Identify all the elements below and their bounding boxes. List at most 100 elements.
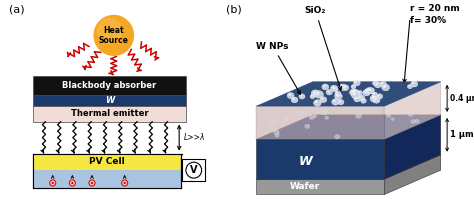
- Circle shape: [380, 81, 386, 87]
- Circle shape: [311, 90, 319, 97]
- Circle shape: [340, 85, 343, 88]
- Circle shape: [291, 97, 298, 103]
- Circle shape: [316, 92, 319, 95]
- Bar: [33, 154, 182, 170]
- Circle shape: [339, 84, 346, 90]
- Circle shape: [292, 98, 295, 100]
- Circle shape: [356, 90, 363, 95]
- Circle shape: [414, 95, 419, 99]
- Text: Heat
Source: Heat Source: [99, 26, 129, 45]
- Circle shape: [339, 100, 341, 102]
- Circle shape: [310, 94, 315, 99]
- Polygon shape: [256, 82, 441, 106]
- Circle shape: [408, 112, 413, 116]
- Text: V: V: [190, 165, 198, 175]
- Text: PV Cell: PV Cell: [89, 157, 125, 166]
- Circle shape: [186, 162, 201, 178]
- Circle shape: [335, 135, 340, 139]
- Circle shape: [356, 113, 362, 118]
- Circle shape: [391, 118, 394, 120]
- Circle shape: [411, 120, 415, 124]
- Circle shape: [373, 93, 375, 95]
- Circle shape: [305, 124, 310, 128]
- Circle shape: [378, 95, 380, 97]
- Circle shape: [71, 182, 73, 184]
- Circle shape: [312, 91, 316, 94]
- Circle shape: [381, 82, 383, 84]
- Circle shape: [360, 96, 362, 98]
- Circle shape: [337, 99, 344, 105]
- Circle shape: [415, 119, 419, 123]
- Circle shape: [364, 91, 367, 93]
- Circle shape: [363, 90, 370, 96]
- Circle shape: [298, 110, 303, 115]
- Circle shape: [124, 182, 126, 184]
- Circle shape: [359, 95, 365, 100]
- Circle shape: [354, 80, 360, 86]
- Circle shape: [355, 97, 357, 99]
- Bar: [33, 154, 182, 188]
- Circle shape: [300, 95, 302, 97]
- Circle shape: [375, 83, 378, 85]
- Text: 0.4 μm: 0.4 μm: [450, 94, 474, 103]
- Text: Thermal emitter: Thermal emitter: [71, 109, 148, 118]
- Circle shape: [332, 86, 338, 91]
- Polygon shape: [256, 139, 384, 179]
- Circle shape: [411, 81, 418, 87]
- Circle shape: [372, 92, 377, 97]
- Text: (a): (a): [9, 4, 25, 14]
- Circle shape: [283, 116, 288, 120]
- Polygon shape: [384, 155, 441, 194]
- Circle shape: [342, 85, 349, 91]
- Circle shape: [320, 97, 327, 103]
- Circle shape: [275, 134, 279, 137]
- Circle shape: [94, 15, 133, 55]
- Circle shape: [50, 180, 56, 186]
- Circle shape: [335, 91, 341, 96]
- Circle shape: [357, 91, 360, 93]
- Circle shape: [353, 89, 358, 94]
- Circle shape: [343, 86, 346, 88]
- Circle shape: [309, 115, 314, 120]
- Circle shape: [367, 88, 374, 94]
- Circle shape: [373, 81, 377, 86]
- Text: r = 20 nm: r = 20 nm: [410, 4, 460, 13]
- Circle shape: [326, 90, 332, 95]
- Polygon shape: [256, 115, 441, 139]
- Circle shape: [69, 180, 75, 186]
- Circle shape: [122, 180, 128, 186]
- Polygon shape: [256, 179, 384, 194]
- Circle shape: [323, 85, 326, 87]
- Circle shape: [91, 182, 93, 184]
- Bar: [33, 170, 182, 188]
- Circle shape: [314, 100, 321, 106]
- Circle shape: [325, 116, 328, 119]
- Circle shape: [332, 99, 339, 105]
- Bar: [33, 76, 186, 95]
- Circle shape: [287, 93, 294, 99]
- Circle shape: [369, 89, 371, 91]
- Circle shape: [321, 98, 324, 100]
- Circle shape: [349, 89, 357, 96]
- Circle shape: [374, 82, 382, 88]
- Circle shape: [374, 98, 377, 101]
- Text: W: W: [105, 96, 114, 105]
- Circle shape: [311, 95, 313, 97]
- Circle shape: [365, 88, 373, 94]
- Circle shape: [333, 87, 335, 89]
- Polygon shape: [256, 155, 441, 179]
- Text: Blackbody absorber: Blackbody absorber: [62, 81, 156, 90]
- Circle shape: [362, 99, 364, 101]
- Circle shape: [315, 101, 318, 103]
- Circle shape: [332, 86, 334, 89]
- Circle shape: [335, 93, 342, 99]
- Circle shape: [351, 90, 354, 93]
- Text: (b): (b): [226, 4, 241, 14]
- Circle shape: [89, 180, 95, 186]
- Circle shape: [354, 96, 361, 102]
- Text: SiO₂: SiO₂: [305, 6, 341, 90]
- Bar: [182, 159, 205, 181]
- Circle shape: [330, 85, 337, 91]
- Bar: [33, 106, 186, 122]
- Text: W: W: [298, 155, 312, 168]
